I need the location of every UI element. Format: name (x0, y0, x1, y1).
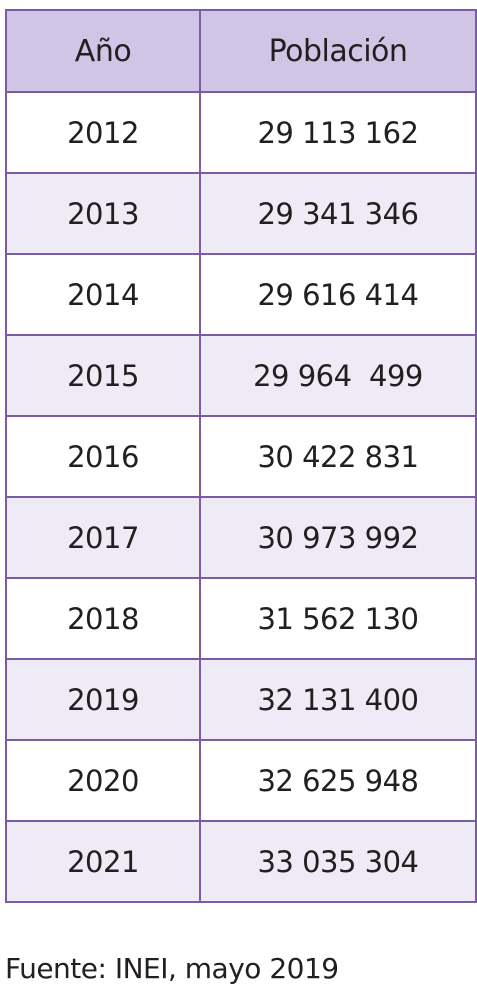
year-cell: 2019 (5, 658, 201, 741)
table-row: 2021 33 035 304 (5, 820, 477, 903)
table-row: 2016 30 422 831 (5, 415, 477, 498)
population-cell: 29 616 414 (199, 253, 477, 336)
year-cell: 2021 (5, 820, 201, 903)
population-cell: 29 341 346 (199, 172, 477, 255)
year-cell: 2018 (5, 577, 201, 660)
table-row: 2015 29 964 499 (5, 334, 477, 417)
population-cell: 32 625 948 (199, 739, 477, 822)
population-cell: 30 973 992 (199, 496, 477, 579)
year-cell: 2015 (5, 334, 201, 417)
source-note: Fuente: INEI, mayo 2019 (5, 952, 339, 985)
year-cell: 2020 (5, 739, 201, 822)
table-row: 2013 29 341 346 (5, 172, 477, 255)
table-row: 2017 30 973 992 (5, 496, 477, 579)
table-row: 2018 31 562 130 (5, 577, 477, 660)
table-row: 2019 32 131 400 (5, 658, 477, 741)
year-cell: 2013 (5, 172, 201, 255)
column-header-population: Población (199, 9, 477, 93)
year-cell: 2016 (5, 415, 201, 498)
year-cell: 2017 (5, 496, 201, 579)
population-cell: 29 964 499 (199, 334, 477, 417)
table-row: 2014 29 616 414 (5, 253, 477, 336)
population-cell: 31 562 130 (199, 577, 477, 660)
table-row: 2020 32 625 948 (5, 739, 477, 822)
table-header-row: Año Población (5, 9, 477, 93)
table-row: 2012 29 113 162 (5, 91, 477, 174)
population-cell: 29 113 162 (199, 91, 477, 174)
population-cell: 30 422 831 (199, 415, 477, 498)
population-cell: 32 131 400 (199, 658, 477, 741)
population-table: Año Población 2012 29 113 162 2013 29 34… (5, 9, 477, 903)
column-header-year: Año (5, 9, 201, 93)
population-cell: 33 035 304 (199, 820, 477, 903)
year-cell: 2012 (5, 91, 201, 174)
year-cell: 2014 (5, 253, 201, 336)
